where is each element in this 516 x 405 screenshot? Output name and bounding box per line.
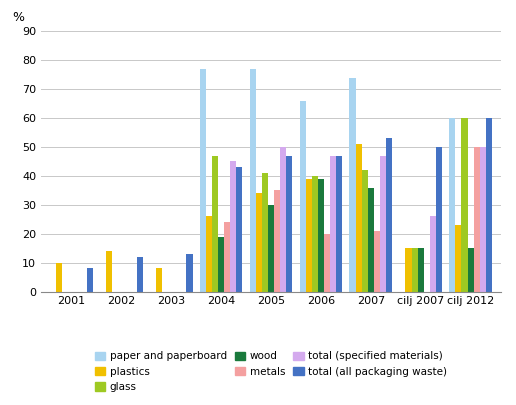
Bar bbox=[474, 147, 480, 292]
Bar bbox=[212, 156, 218, 292]
Bar bbox=[250, 69, 256, 292]
Bar bbox=[362, 170, 368, 292]
Bar bbox=[412, 248, 417, 292]
Bar bbox=[324, 234, 330, 292]
Bar bbox=[186, 254, 192, 292]
Bar bbox=[224, 222, 230, 292]
Bar bbox=[368, 188, 374, 292]
Bar bbox=[218, 237, 224, 292]
Bar bbox=[137, 257, 142, 292]
Bar bbox=[274, 190, 280, 292]
Bar bbox=[312, 176, 318, 292]
Bar bbox=[156, 269, 162, 292]
Bar bbox=[106, 251, 112, 292]
Y-axis label: %: % bbox=[12, 11, 24, 23]
Bar bbox=[87, 269, 93, 292]
Bar bbox=[268, 205, 274, 292]
Bar bbox=[417, 248, 424, 292]
Bar bbox=[406, 248, 412, 292]
Bar bbox=[356, 144, 362, 292]
Bar bbox=[200, 69, 206, 292]
Bar bbox=[330, 156, 336, 292]
Bar bbox=[467, 248, 474, 292]
Bar bbox=[449, 118, 455, 292]
Bar bbox=[374, 231, 380, 292]
Bar bbox=[230, 162, 236, 292]
Bar bbox=[430, 216, 436, 292]
Bar bbox=[300, 101, 305, 292]
Bar bbox=[455, 225, 461, 292]
Bar bbox=[480, 147, 486, 292]
Bar bbox=[349, 78, 356, 292]
Bar bbox=[286, 156, 292, 292]
Bar bbox=[256, 193, 262, 292]
Bar bbox=[336, 156, 342, 292]
Bar bbox=[280, 147, 286, 292]
Bar bbox=[380, 156, 386, 292]
Bar bbox=[305, 179, 312, 292]
Bar bbox=[206, 216, 212, 292]
Bar bbox=[386, 139, 392, 292]
Bar bbox=[56, 263, 62, 292]
Bar bbox=[461, 118, 467, 292]
Legend: paper and paperboard, plastics, glass, wood, metals, total (specified materials): paper and paperboard, plastics, glass, w… bbox=[95, 352, 447, 392]
Bar bbox=[262, 173, 268, 292]
Bar bbox=[236, 167, 243, 292]
Bar bbox=[436, 147, 442, 292]
Bar bbox=[486, 118, 492, 292]
Bar bbox=[318, 179, 324, 292]
